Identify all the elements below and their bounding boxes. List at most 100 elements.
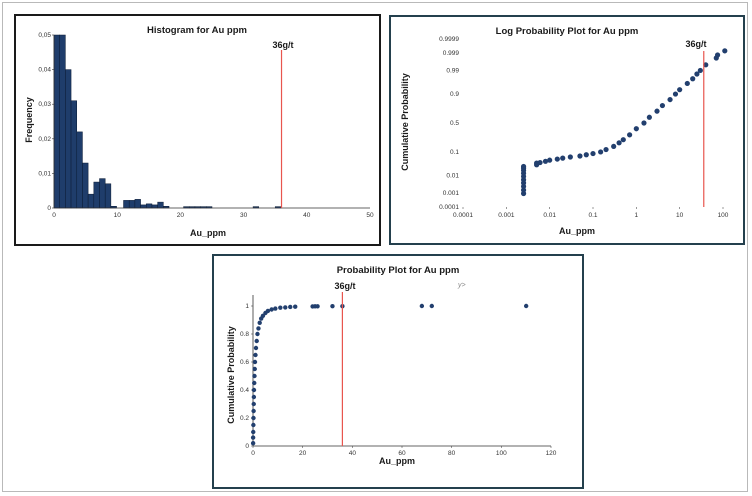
probability-point [251,429,256,435]
log-probability-point [542,158,549,164]
log-probability-y-tick: 0.1 [450,149,459,156]
log-probability-point [554,156,560,162]
log-probability-point [620,137,626,143]
log-probability-y-tick: 0.99 [446,67,459,74]
probability-point [293,304,298,309]
probability-y-tick: 0.2 [240,415,249,422]
log-probability-point [590,150,596,157]
histogram-x-tick: 10 [114,212,122,219]
histogram-bar [99,178,106,209]
log-probability-point [547,157,553,163]
log-probability-y-tick: 0.9999 [439,36,459,43]
probability-point [252,359,258,365]
log-probability-point [697,67,703,74]
log-probability-title: Log Probability Plot for Au ppm [496,26,639,37]
histogram-x-tick: 40 [303,212,311,219]
log-probability-point [567,154,573,160]
histogram-y-tick: 0,02 [38,136,51,143]
log-probability-point [659,102,666,109]
probability-point [250,441,256,446]
histogram-bar [104,183,112,209]
histogram-bar [93,181,100,209]
log-probability-x-tick: 1 [635,212,639,219]
probability-x-tick: 80 [448,450,456,457]
log-probability-y-tick: 0.999 [443,50,460,57]
histogram-x-tick: 0 [52,212,56,219]
log-probability-point [667,96,673,103]
probability-point [252,373,257,379]
probability-x-tick: 0 [251,450,255,457]
probability-x-tick: 120 [546,450,557,457]
log-probability-point [520,187,527,193]
probability-point [255,331,260,337]
probability-x-tick: 100 [496,450,507,457]
probability-point [283,305,288,310]
probability-point [251,422,256,428]
histogram-bar [53,34,60,209]
probability-point [278,305,283,310]
histogram-bar [70,100,78,209]
probability-point [330,303,335,309]
log-probability-point [537,159,543,166]
probability-x-tick: 60 [398,450,406,457]
probability-x-tick: 40 [349,450,357,457]
log-probability-y-tick: 0.001 [443,190,460,197]
probability-y-tick: 1 [245,303,249,310]
histogram-panel: Histogram for Au ppm Au_ppm Frequency 36… [14,14,381,246]
histogram-x-tick: 30 [240,212,248,219]
log-probability-ylabel: Cumulative Probability [400,73,410,171]
probability-point [253,352,258,358]
log-probability-point [714,52,721,58]
probability-xlabel: Au_ppm [379,456,415,466]
probability-point [419,303,425,309]
probability-point [429,303,434,309]
histogram-title: Histogram for Au ppm [147,25,247,36]
log-probability-point [690,76,696,82]
log-probability-x-tick: 0.01 [543,212,556,219]
probability-point [265,308,271,314]
histogram-y-tick: 0,04 [38,67,51,74]
histogram-bar [123,200,130,209]
log-probability-point [598,149,604,155]
histogram-x-tick: 50 [366,212,374,219]
probability-point [251,415,256,421]
histogram-ylabel: Frequency [24,97,34,143]
probability-point [256,326,261,331]
log-probability-x-tick: 10 [676,212,684,219]
histogram-y-tick: 0,03 [38,101,51,108]
histogram-threshold-label: 36g/t [272,40,293,50]
probability-panel: Probability Plot for Au ppm Au_ppm Cumul… [212,254,584,489]
probability-point [273,306,278,311]
log-probability-point [611,143,617,150]
log-probability-point [633,126,639,132]
log-probability-point [560,155,566,161]
log-probability-panel: Log Probability Plot for Au ppm Au_ppm C… [389,15,745,245]
probability-point [269,307,274,312]
probability-point [523,303,529,309]
log-probability-point [577,153,583,159]
log-probability-y-tick: 0.5 [450,120,459,127]
log-probability-x-tick: 0.1 [588,212,597,219]
histogram-y-tick: 0 [47,205,51,212]
histogram-bar [157,201,164,209]
histogram-bar [65,69,72,209]
histogram-bar [128,200,136,209]
probability-point [251,408,256,414]
histogram-bar [76,131,83,209]
probability-y-tick: 0.6 [240,359,249,366]
log-probability-x-tick: 100 [718,212,729,219]
log-probability-point [646,114,652,120]
probability-chart: Probability Plot for Au ppm Au_ppm Cumul… [226,265,557,466]
probability-point [251,401,256,407]
log-probability-point [694,71,700,77]
histogram-bar [87,193,95,209]
log-probability-point [641,120,647,126]
histogram-bar [140,204,147,209]
histogram-chart: Histogram for Au ppm Au_ppm Frequency 36… [24,25,374,238]
probability-title: Probability Plot for Au ppm [337,265,460,276]
histogram-bar [134,199,141,209]
log-probability-point [703,62,709,68]
log-probability-y-tick: 0.01 [446,173,459,180]
log-probability-point [627,132,633,138]
